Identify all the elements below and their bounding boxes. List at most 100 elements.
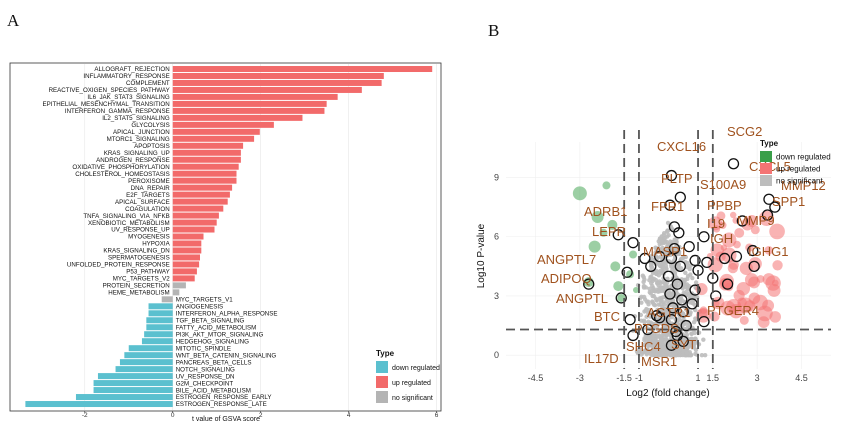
gsva-bar-label: G2M_CHECKPOINT bbox=[176, 380, 234, 387]
volcano-point-ns bbox=[644, 350, 649, 355]
gsva-bar bbox=[172, 282, 186, 289]
volcano-point-ns bbox=[689, 300, 695, 305]
gsva-bar-label: ESTROGEN_RESPONSE_LATE bbox=[176, 401, 267, 408]
volcano-point-ns bbox=[657, 262, 662, 268]
volcano-x-tick-label: 4.5 bbox=[795, 373, 808, 383]
gsva-bar-label: INFLAMMATORY_RESPONSE bbox=[83, 73, 169, 80]
gsva-bar-label: INTERFERON_ALPHA_RESPONSE bbox=[176, 310, 278, 317]
volcano-highlight-ring bbox=[748, 260, 760, 273]
gsva-bar bbox=[172, 289, 180, 296]
volcano-point-ns bbox=[690, 345, 695, 350]
volcano-point-ns bbox=[660, 352, 665, 357]
volcano-point-ns bbox=[688, 272, 693, 277]
volcano-point-up bbox=[744, 273, 759, 287]
volcano-highlight-ring bbox=[583, 278, 595, 290]
volcano-point-up bbox=[757, 305, 773, 322]
gsva-x-tick-label: 0 bbox=[171, 412, 175, 419]
volcano-legend-item: up regulated bbox=[776, 165, 820, 174]
gsva-bar-label: MITOTIC_SPINDLE bbox=[176, 345, 231, 352]
volcano-point-ns bbox=[661, 261, 666, 266]
gsva-plot-frame bbox=[9, 62, 442, 412]
volcano-point-ns bbox=[653, 277, 659, 283]
gsva-bar-label: TGF_BETA_SIGNALING bbox=[176, 317, 245, 324]
gsva-bar bbox=[172, 100, 327, 107]
volcano-point-ns bbox=[680, 352, 686, 358]
volcano-point-down bbox=[613, 281, 624, 292]
volcano-point-ns bbox=[641, 283, 647, 289]
volcano-point-ns bbox=[642, 342, 647, 347]
volcano-gene-label: MMP12 bbox=[781, 178, 826, 193]
volcano-x-tick-label: -1 bbox=[635, 373, 643, 383]
volcano-legend-swatch bbox=[760, 151, 772, 162]
volcano-point-ns bbox=[644, 314, 649, 319]
volcano-point-up bbox=[745, 214, 758, 228]
volcano-gene-label: SYT bbox=[671, 337, 696, 352]
volcano-point-ns bbox=[668, 239, 673, 244]
volcano-x-tick-label: 1 bbox=[696, 373, 701, 383]
gsva-bar bbox=[172, 198, 228, 205]
gsva-bar-label: ESTROGEN_RESPONSE_EARLY bbox=[176, 394, 272, 401]
volcano-x-tick-label: -1.5 bbox=[616, 373, 632, 383]
volcano-point-up bbox=[769, 223, 785, 240]
volcano-legend: Type down regulated up regulated no signifi… bbox=[760, 139, 831, 186]
volcano-y-tick-label: 3 bbox=[494, 291, 499, 301]
volcano-point-ns bbox=[644, 306, 649, 312]
gsva-bar bbox=[93, 380, 173, 387]
volcano-highlight-ring bbox=[701, 256, 713, 269]
volcano-point-ns bbox=[642, 337, 647, 343]
volcano-gene-labels: SCG2CXCL16PLTPS100A9CXCL5MMP12SPP1FPR1PP… bbox=[537, 124, 826, 369]
gsva-bar-label: DNA_REPAIR bbox=[131, 185, 171, 192]
volcano-y-tick-label: 6 bbox=[494, 232, 499, 242]
gsva-x-axis-title: t value of GSVA score bbox=[192, 416, 260, 423]
gsva-legend-swatch bbox=[376, 376, 388, 388]
gsva-legend: Type down regulated up regulated no signifi… bbox=[376, 349, 440, 403]
volcano-highlight-ring bbox=[698, 231, 710, 243]
gsva-legend-title: Type bbox=[376, 349, 395, 358]
gsva-bar-label: BILE_ACID_METABOLISM bbox=[176, 387, 251, 394]
volcano-point-ns bbox=[650, 300, 656, 306]
volcano-point-up bbox=[716, 211, 726, 221]
gsva-bar-label: UV_RESPONSE_UP bbox=[111, 227, 169, 234]
gsva-bar-label: FATTY_ACID_METABOLISM bbox=[176, 324, 257, 331]
gsva-bar-label: TNFA_SIGNALING_VIA_NFKB bbox=[83, 213, 169, 220]
volcano-point-ns bbox=[686, 286, 691, 292]
volcano-point-ns bbox=[662, 329, 668, 335]
gsva-bar-label: NOTCH_SIGNALING bbox=[176, 366, 235, 373]
volcano-highlight-ring bbox=[676, 294, 688, 306]
volcano-point-down bbox=[633, 287, 639, 294]
volcano-highlight-ring bbox=[689, 254, 701, 267]
volcano-point-up bbox=[739, 315, 749, 325]
gsva-legend-item: no significant bbox=[392, 395, 433, 402]
gsva-bar bbox=[172, 149, 241, 156]
volcano-point-up bbox=[712, 225, 721, 233]
volcano-point-ns bbox=[672, 270, 678, 276]
volcano-point-ns bbox=[689, 336, 694, 341]
volcano-plot: -4.5 -3 -1.5 -1 1 1.5 3 4.5 0 3 6 9 Log2 (fold chang… bbox=[476, 124, 831, 399]
gsva-bar-label: KRAS_SIGNALING_DN bbox=[103, 248, 169, 255]
gsva-bar-label: PI3K_AKT_MTOR_SIGNALING bbox=[176, 331, 264, 338]
gsva-bar-label: HYPOXIA bbox=[142, 241, 170, 248]
gsva-bar-label: E2F_TARGETS bbox=[126, 192, 170, 199]
volcano-highlight-ring bbox=[671, 278, 684, 290]
volcano-point-up bbox=[733, 240, 741, 249]
volcano-highlight-ring bbox=[665, 252, 678, 265]
volcano-highlight-ring bbox=[686, 298, 698, 310]
volcano-gene-label: PTGDS bbox=[634, 321, 679, 336]
volcano-highlight-ring bbox=[710, 290, 722, 302]
gsva-bar bbox=[172, 247, 202, 254]
volcano-point-down bbox=[588, 240, 601, 253]
volcano-point-ns bbox=[662, 302, 667, 307]
volcano-legend-swatch bbox=[760, 175, 772, 186]
gsva-bar-label: ANGIOGENESIS bbox=[176, 304, 223, 311]
volcano-x-tick-label: -3 bbox=[576, 373, 584, 383]
volcano-point-ns bbox=[673, 281, 678, 286]
gsva-bar-label: COMPLEMENT bbox=[126, 80, 170, 87]
volcano-gene-label: S100A9 bbox=[700, 177, 746, 192]
gsva-bar-label: HEDGEHOG_SIGNALING bbox=[176, 338, 249, 345]
volcano-point-ns bbox=[632, 313, 638, 319]
gsva-bar bbox=[93, 387, 173, 394]
gsva-bar-label: ALLOGRAFT_REJECTION bbox=[94, 66, 169, 73]
gsva-bar bbox=[144, 331, 173, 338]
volcano-point-ns bbox=[657, 333, 663, 339]
gsva-bar bbox=[172, 219, 217, 226]
